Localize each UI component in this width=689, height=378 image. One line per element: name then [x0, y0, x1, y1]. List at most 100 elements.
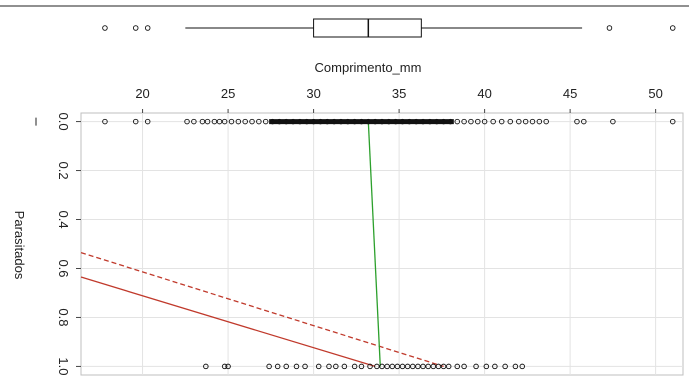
point-y0 [454, 118, 461, 125]
point-y1 [415, 363, 421, 370]
x-tick-label: 30 [306, 86, 320, 101]
x-axis-title: Comprimento_mm [315, 60, 422, 75]
point-y1 [274, 363, 281, 370]
fit-line-dashed-red [80, 251, 444, 368]
point-y0 [481, 118, 488, 125]
point-y1 [410, 363, 416, 370]
point-y1 [283, 363, 289, 370]
x-tick-label: 35 [392, 86, 406, 101]
point-y0 [204, 118, 211, 125]
point-y1 [394, 363, 401, 370]
point-y0 [516, 118, 522, 125]
point-y0 [490, 118, 496, 125]
boxplot [102, 18, 676, 38]
x-tick-label: 45 [563, 86, 577, 101]
point-y0 [144, 118, 151, 125]
point-y1 [379, 363, 385, 370]
point-y1 [512, 363, 519, 370]
point-y1 [358, 363, 365, 370]
y-tick-label: 1.0 [56, 357, 71, 375]
point-y1 [302, 363, 308, 370]
point-y1 [225, 363, 231, 370]
point-y0 [581, 118, 587, 125]
boxplot-outlier [606, 25, 613, 31]
point-y0 [574, 118, 580, 125]
point-y0 [610, 118, 616, 125]
x-tick-label: 40 [477, 86, 491, 101]
point-y1 [483, 363, 490, 370]
point-y1 [351, 363, 358, 370]
y-axis-title: Parasitados [12, 211, 27, 280]
plot-panel [80, 112, 684, 376]
point-y0 [221, 118, 228, 125]
point-y0 [191, 118, 197, 125]
point-y1 [435, 363, 442, 370]
boxplot-outlier [669, 25, 676, 31]
point-y1 [293, 363, 300, 370]
point-y1 [221, 363, 228, 370]
fit-line-solid-red [80, 276, 376, 368]
point-y1 [326, 363, 332, 370]
point-y1 [492, 363, 498, 370]
point-y0 [102, 118, 108, 125]
y-tick-label: 0.4 [56, 210, 71, 228]
point-y1 [430, 363, 437, 370]
point-y1 [519, 363, 525, 370]
point-y0 [536, 118, 543, 125]
point-y0 [262, 118, 269, 125]
point-y1 [404, 363, 411, 370]
x-ticks: 20 25 30 35 40 45 50 [135, 86, 663, 113]
point-y1 [399, 363, 406, 370]
y-tick-label: 0.8 [56, 308, 71, 326]
point-y1 [266, 363, 272, 370]
x-tick-label: 20 [135, 86, 149, 101]
y-ticks: 0.0 0.2 0.4 0.6 0.8 1.0 [35, 113, 81, 375]
boxplot-outlier [144, 25, 151, 31]
x-tick-label: 25 [221, 86, 235, 101]
fit-line-green [367, 121, 381, 367]
point-y1 [384, 363, 390, 370]
point-y1 [425, 363, 431, 370]
point-y1 [440, 363, 447, 370]
point-y1 [367, 363, 373, 370]
point-y0 [529, 118, 536, 125]
point-y0 [184, 118, 190, 125]
point-y0 [522, 118, 529, 125]
point-y0 [249, 118, 255, 125]
grid [81, 113, 683, 375]
point-y1 [374, 363, 380, 370]
point-y0 [132, 118, 139, 125]
point-y0 [669, 118, 676, 125]
point-y0 [235, 118, 242, 125]
point-y0 [507, 118, 514, 125]
y-tick-label: 0.2 [56, 162, 71, 180]
fit-lines [80, 121, 444, 368]
point-y0 [211, 118, 218, 125]
point-y1 [502, 363, 508, 370]
boxplot-outlier [132, 25, 139, 31]
point-y1 [333, 363, 339, 370]
point-y0 [228, 118, 235, 125]
point-y1 [454, 363, 461, 370]
point-y0 [256, 118, 262, 125]
boxplot-box [313, 18, 422, 38]
point-y1 [461, 363, 467, 370]
y-tick-label: 0.0 [56, 113, 71, 131]
point-y1 [420, 363, 426, 370]
point-y0 [498, 118, 505, 125]
point-y1 [389, 363, 396, 370]
point-y1 [473, 363, 479, 370]
point-y1 [445, 363, 452, 370]
point-y0 [543, 118, 549, 125]
point-y1 [203, 363, 209, 370]
point-y0 [475, 118, 481, 125]
point-y0 [216, 118, 223, 125]
boxplot-outlier [102, 25, 108, 31]
data-points [102, 118, 676, 370]
x-tick-label: 50 [648, 86, 662, 101]
point-y1 [341, 363, 348, 370]
point-y0 [199, 118, 206, 125]
y-tick-label: 0.6 [56, 259, 71, 277]
